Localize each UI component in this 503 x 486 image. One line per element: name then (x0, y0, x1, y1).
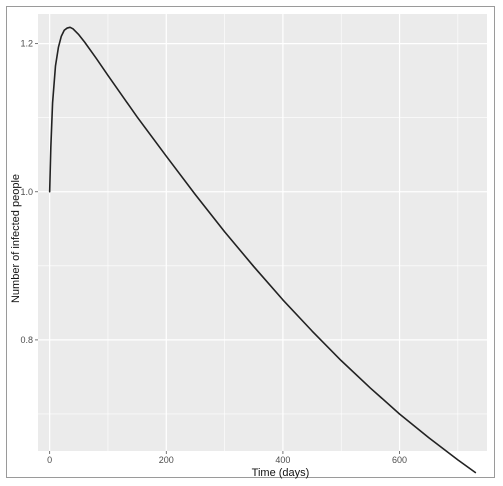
major-gridlines (38, 14, 487, 451)
y-tick-label: 1.0 (20, 187, 33, 197)
y-tick-label: 0.8 (20, 335, 33, 345)
plot-panel (38, 14, 487, 451)
series-line (48, 26, 477, 474)
x-tick-label: 600 (392, 455, 407, 465)
x-tick-label: 400 (275, 455, 290, 465)
x-tick-label: 0 (47, 455, 52, 465)
axis-ticks: 0 200 400 600 0.8 1.0 1.2 (20, 39, 407, 465)
series-group (48, 26, 477, 474)
y-tick-label: 1.2 (20, 39, 33, 49)
x-axis-title: Time (days) (252, 467, 310, 479)
minor-gridlines (38, 14, 487, 451)
x-tick-label: 200 (159, 455, 174, 465)
y-axis-title: Number of infected people (10, 174, 22, 303)
